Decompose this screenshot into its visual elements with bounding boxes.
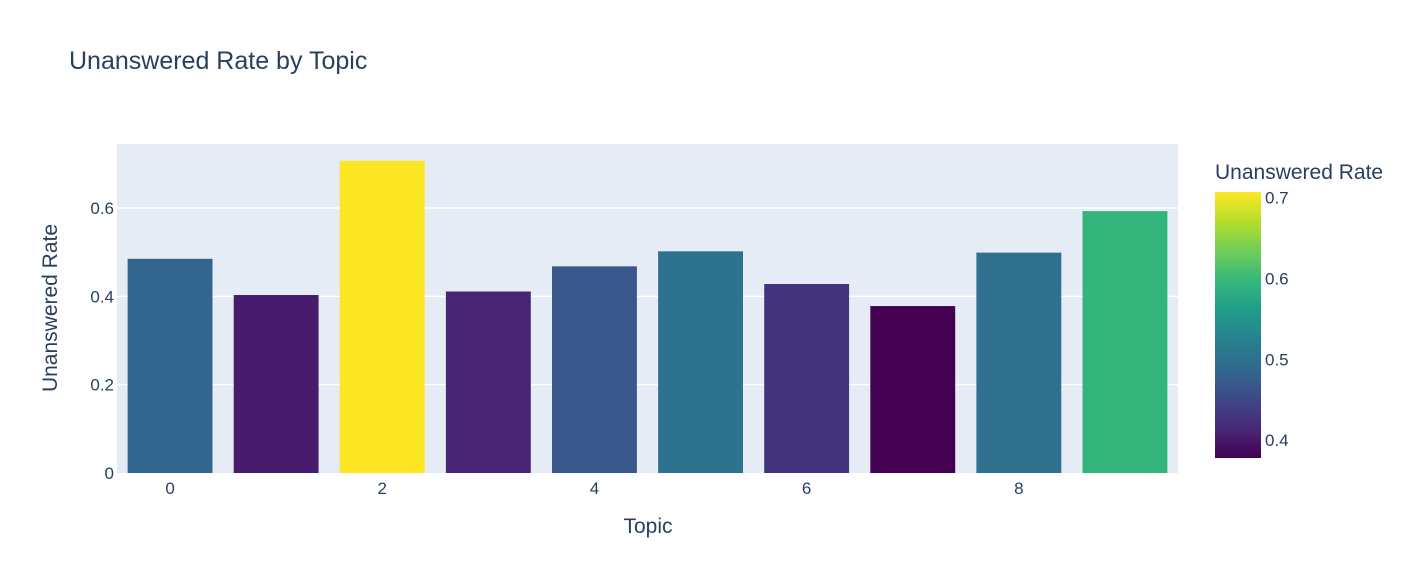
bar-topic-9 (1082, 211, 1168, 474)
x-tick-label: 4 (590, 479, 599, 498)
x-tick-label: 0 (165, 479, 174, 498)
bar-topic-7 (870, 306, 956, 473)
x-axis-ticks: 0 2 4 6 8 (165, 479, 1023, 498)
bar-topic-0 (127, 258, 213, 473)
colorbar-ticks: 0.4 0.5 0.6 0.7 (1265, 189, 1289, 451)
bar-topic-8 (976, 252, 1062, 473)
chart-title: Unanswered Rate by Topic (69, 47, 367, 75)
colorbar (1215, 192, 1261, 458)
y-tick-label: 0 (105, 464, 114, 483)
x-tick-label: 8 (1014, 479, 1023, 498)
y-tick-label: 0.6 (90, 199, 114, 218)
bar-topic-3 (445, 291, 531, 473)
y-tick-label: 0.2 (90, 376, 114, 395)
y-tick-label: 0.4 (90, 287, 114, 306)
bar-topic-1 (233, 295, 319, 473)
colorbar-title: Unanswered Rate (1215, 161, 1383, 184)
x-tick-label: 2 (378, 479, 387, 498)
x-axis-title: Topic (623, 515, 672, 538)
colorbar-tick-label: 0.5 (1265, 350, 1289, 369)
bar-topic-5 (658, 251, 743, 473)
colorbar-tick-label: 0.4 (1265, 431, 1289, 450)
colorbar-tick-label: 0.6 (1265, 270, 1289, 289)
y-axis-ticks: 0 0.2 0.4 0.6 (90, 199, 114, 483)
bar-topic-4 (552, 266, 637, 473)
x-tick-label: 6 (802, 479, 811, 498)
bars (127, 160, 1168, 474)
y-axis-title: Unanswered Rate (39, 224, 62, 392)
bar-topic-2 (339, 160, 425, 474)
colorbar-tick-label: 0.7 (1265, 189, 1289, 208)
bar-topic-6 (764, 283, 850, 473)
